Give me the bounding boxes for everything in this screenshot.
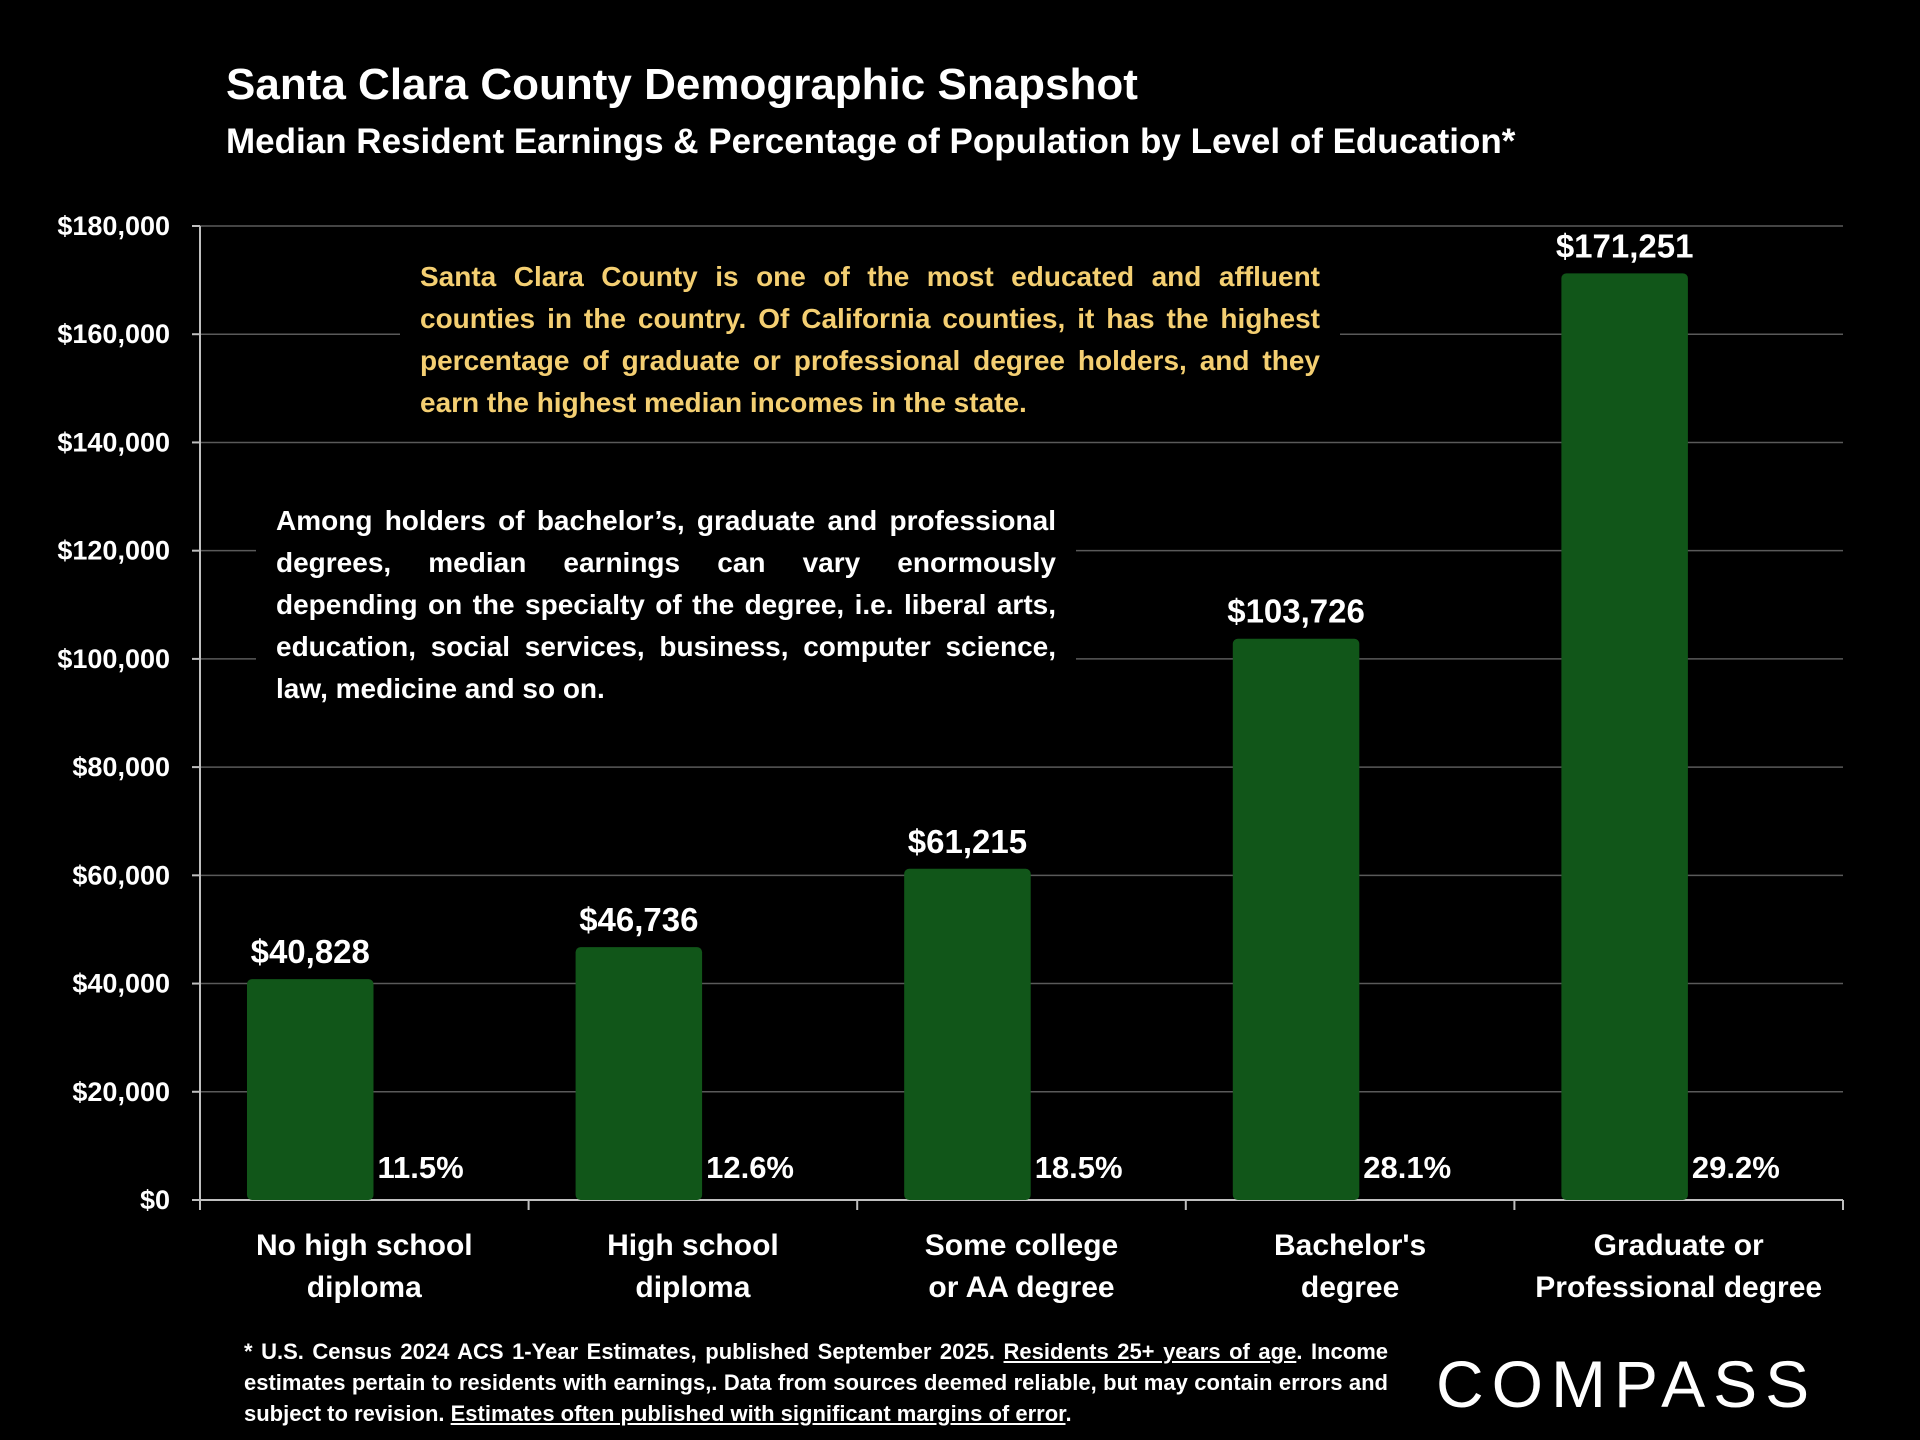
y-tick-label: $140,000 (57, 427, 170, 457)
population-pct-label: 29.2% (1692, 1150, 1780, 1185)
footnote: * U.S. Census 2024 ACS 1-Year Estimates,… (244, 1336, 1388, 1429)
earnings-data-label: $103,726 (1227, 593, 1365, 630)
y-tick-label: $160,000 (57, 319, 170, 349)
x-category-label: Professional degree (1535, 1271, 1822, 1304)
footnote-end: . (1065, 1401, 1072, 1426)
earnings-data-label: $61,215 (908, 823, 1027, 860)
annotation-educated-county: Santa Clara County is one of the most ed… (400, 256, 1340, 424)
x-category-label: No high school (256, 1229, 473, 1262)
earnings-data-label: $40,828 (251, 933, 370, 970)
x-category-label: High school (607, 1229, 779, 1262)
bar-earnings-4 (1561, 273, 1688, 1200)
x-category-label: or AA degree (928, 1271, 1114, 1304)
x-category-label: Some college (925, 1229, 1118, 1262)
bar-earnings-1 (575, 947, 703, 1200)
y-tick-label: $0 (140, 1185, 170, 1215)
compass-logo: COMPASS (1436, 1347, 1818, 1421)
footnote-disclaimer: . Income estimates pertain to residents … (244, 1339, 1388, 1426)
y-tick-label: $120,000 (57, 536, 170, 566)
x-category-label: Graduate or (1594, 1229, 1764, 1262)
y-tick-label: $20,000 (72, 1077, 170, 1107)
chart-title: Santa Clara County Demographic Snapshot (226, 60, 1138, 109)
population-pct-label: 18.5% (1035, 1150, 1123, 1185)
earnings-data-label: $171,251 (1556, 227, 1694, 264)
annotation-earnings-vary: Among holders of bachelor’s, graduate an… (256, 500, 1076, 710)
footnote-margin-note: Estimates often published with significa… (450, 1401, 1066, 1426)
y-tick-label: $40,000 (72, 969, 170, 999)
earnings-data-label: $46,736 (579, 901, 698, 938)
y-tick-label: $80,000 (72, 752, 170, 782)
chart-subtitle: Median Resident Earnings & Percentage of… (226, 122, 1516, 161)
bar-earnings-0 (246, 979, 374, 1200)
y-tick-label: $60,000 (72, 860, 170, 890)
bar-earnings-2 (904, 868, 1031, 1200)
y-tick-label: $100,000 (57, 644, 170, 674)
x-category-label: diploma (635, 1271, 750, 1304)
footnote-source: * U.S. Census 2024 ACS 1-Year Estimates,… (244, 1339, 995, 1364)
population-pct-label: 11.5% (378, 1150, 464, 1185)
x-category-label: degree (1301, 1271, 1399, 1304)
bar-earnings-3 (1232, 638, 1360, 1200)
population-pct-label: 28.1% (1363, 1150, 1451, 1185)
footnote-age-note: Residents 25+ years of age (1003, 1339, 1297, 1364)
population-pct-label: 12.6% (706, 1150, 794, 1185)
x-category-label: diploma (307, 1271, 422, 1304)
y-tick-label: $180,000 (57, 211, 170, 241)
x-category-label: Bachelor's (1274, 1229, 1426, 1262)
